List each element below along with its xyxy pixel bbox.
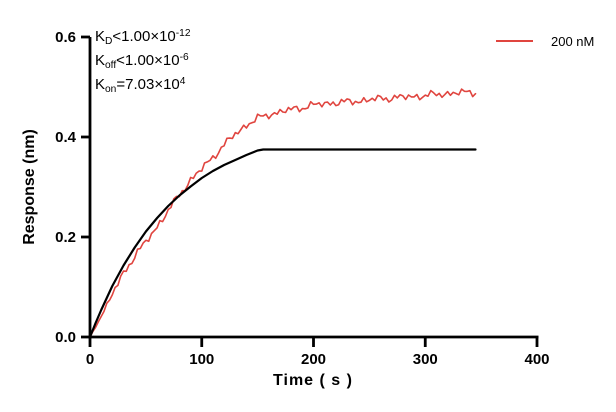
x-tick-label: 300 — [413, 351, 438, 368]
kd-annotation: KD<1.00×10-12 — [95, 27, 191, 48]
x-axis-title: Time ( s ) — [273, 372, 353, 389]
y-tick-label: 0.0 — [55, 329, 76, 346]
fitted-curve — [88, 148, 477, 339]
y-tick-label: 0.2 — [55, 229, 76, 246]
y-tick-label: 0.6 — [55, 29, 76, 46]
legend-line-swatch — [496, 40, 533, 42]
measured-curve-200nM — [89, 88, 477, 338]
y-axis-title: Response (nm) — [21, 129, 38, 245]
x-tick-label: 0 — [86, 351, 94, 368]
x-tick-label: 200 — [301, 351, 326, 368]
kinetics-annotations: KD<1.00×10-12 Koff<1.00×10-6 Kon=7.03×104 — [95, 26, 191, 98]
x-tick-label: 400 — [524, 351, 549, 368]
koff-annotation: Koff<1.00×10-6 — [95, 51, 189, 72]
legend-label: 200 nM — [551, 33, 595, 49]
legend: 200 nM — [496, 33, 594, 49]
y-tick-label: 0.4 — [55, 129, 77, 146]
x-tick-label: 100 — [189, 351, 214, 368]
kon-annotation: Kon=7.03×104 — [95, 75, 186, 96]
